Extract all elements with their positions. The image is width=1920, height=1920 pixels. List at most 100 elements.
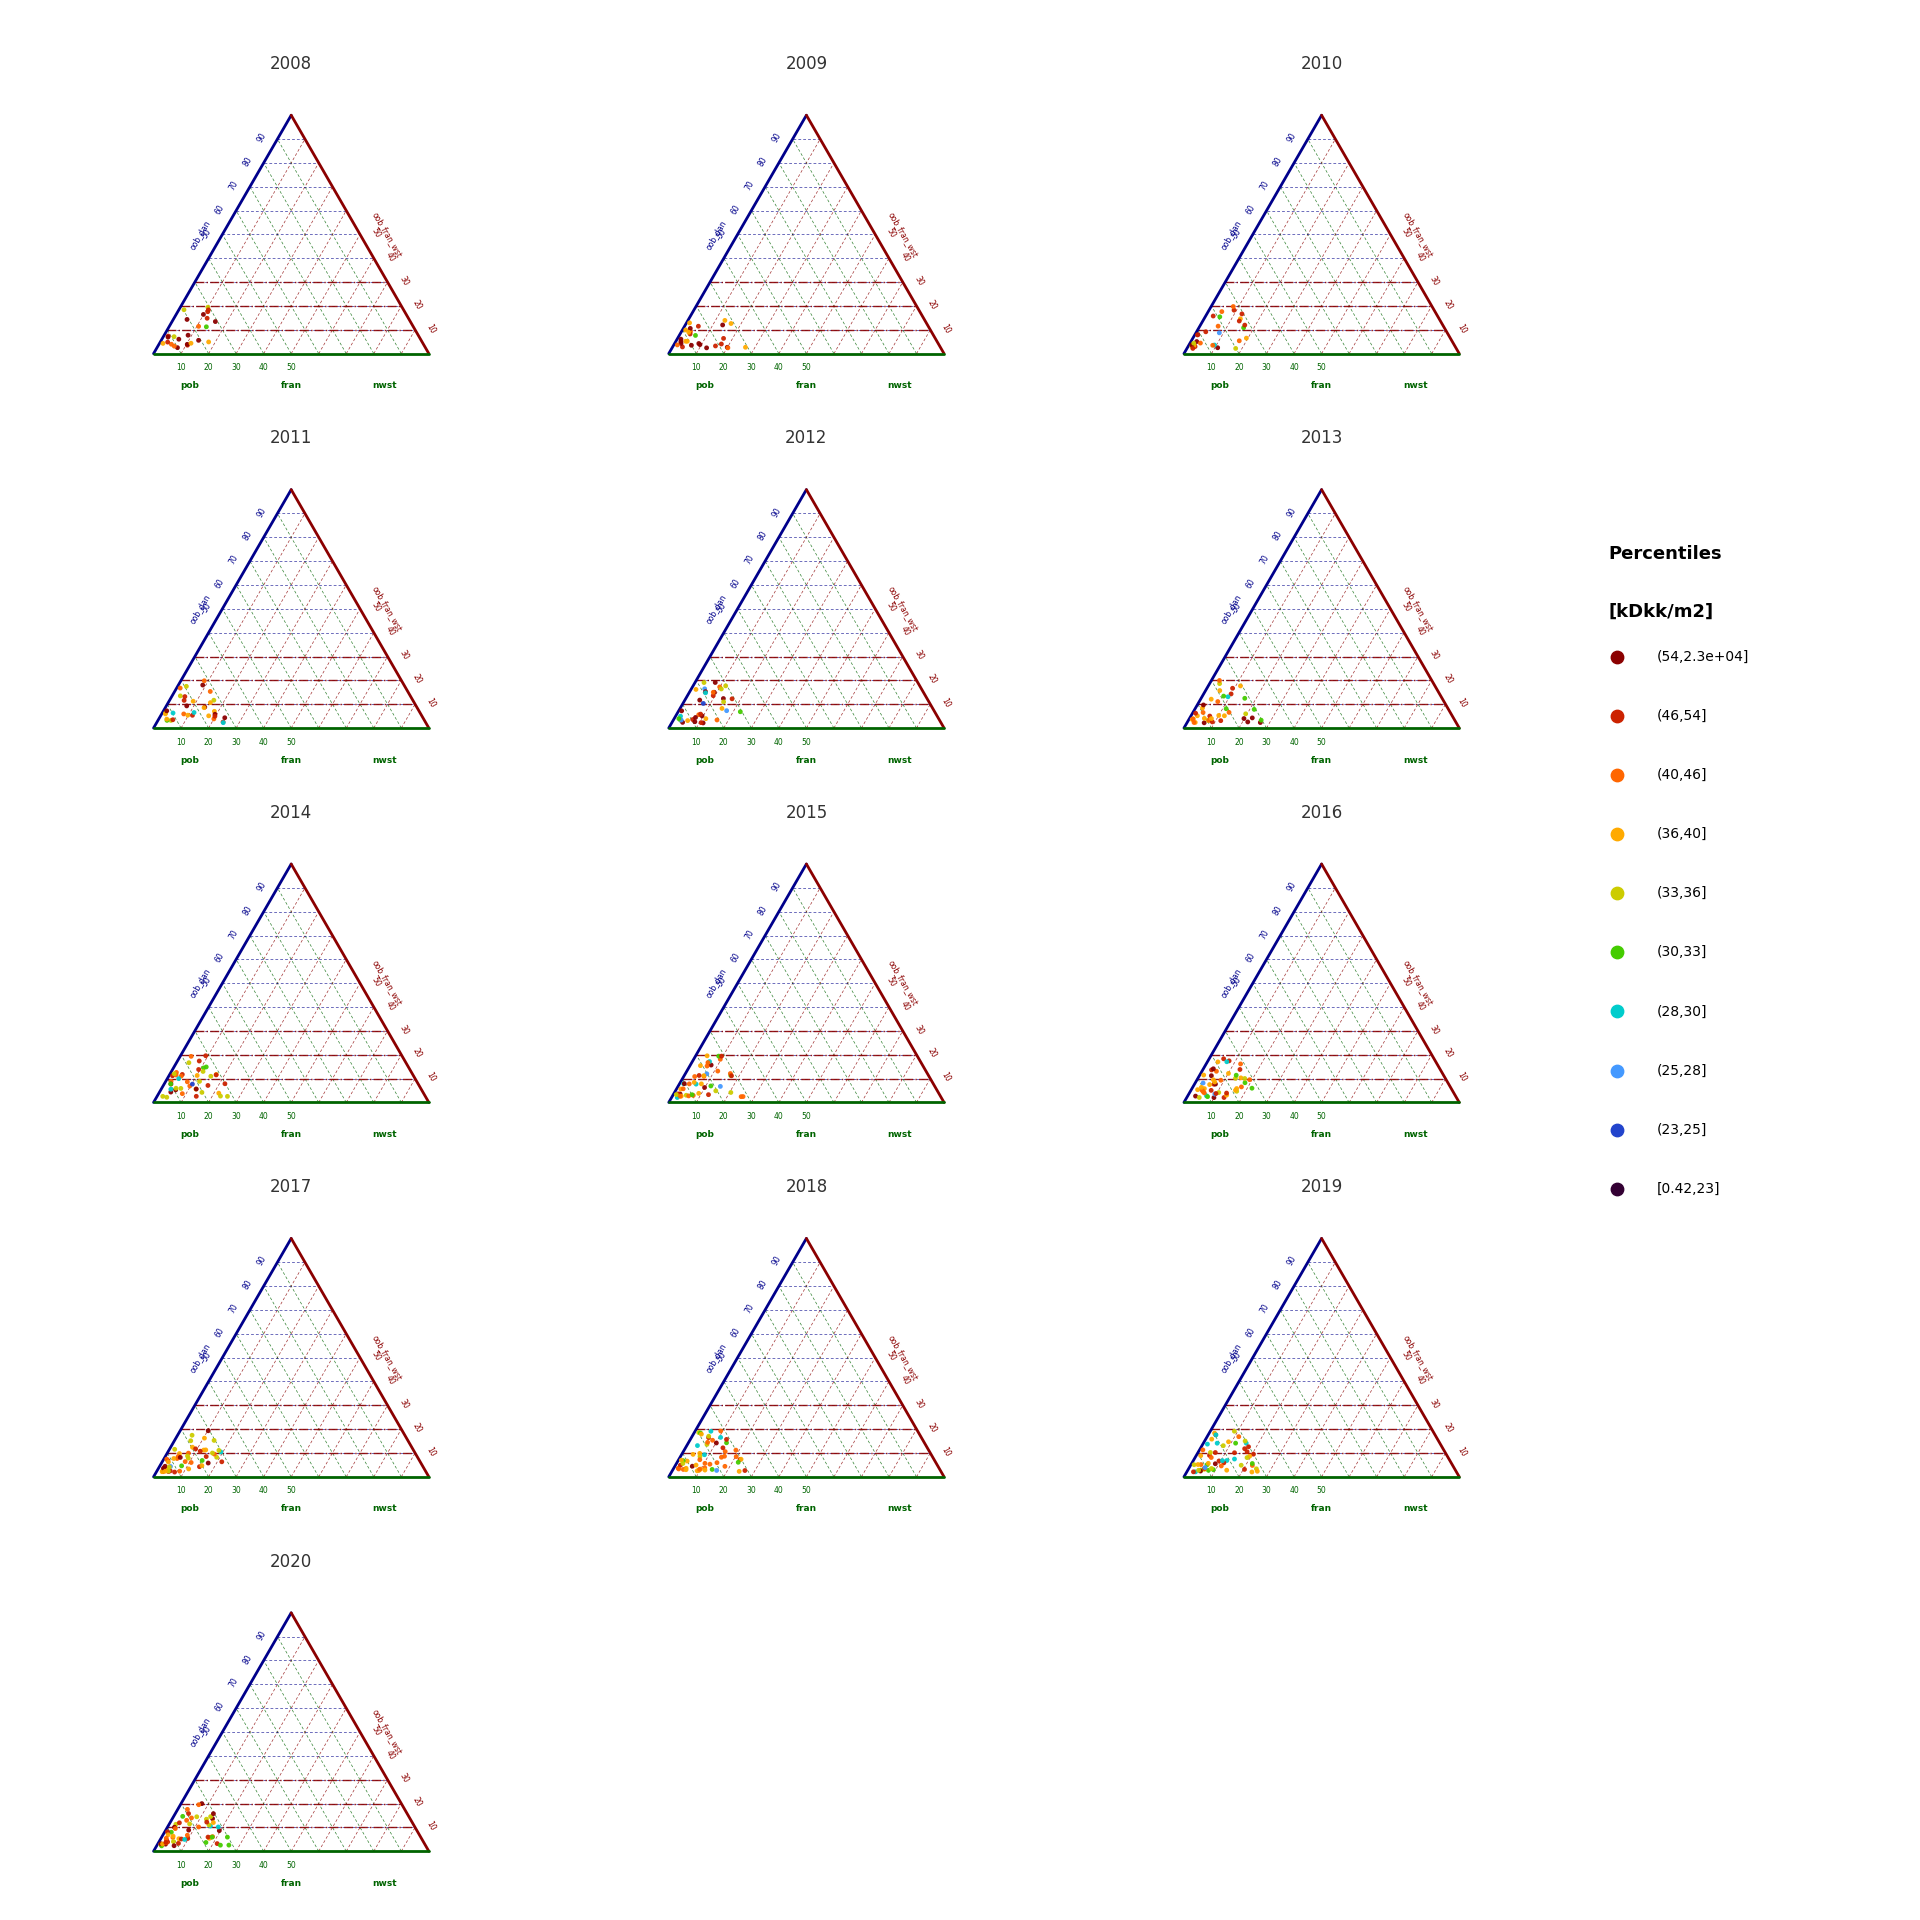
Point — [200, 701, 230, 732]
Point — [1246, 705, 1277, 735]
Point — [682, 1450, 712, 1480]
Point — [196, 1822, 227, 1853]
Text: oob_dan: oob_dan — [188, 1342, 213, 1375]
Text: 50: 50 — [371, 975, 382, 989]
Text: 20: 20 — [411, 298, 424, 311]
Text: 80: 80 — [242, 904, 253, 916]
Point — [171, 1805, 202, 1836]
Point — [188, 693, 219, 724]
Point — [1225, 303, 1256, 334]
Point — [672, 1446, 703, 1476]
Point — [156, 1069, 186, 1100]
Text: 50: 50 — [371, 1724, 382, 1738]
Point — [710, 1425, 741, 1455]
Point — [1206, 1452, 1236, 1482]
Text: fran: fran — [795, 756, 818, 764]
Point — [1185, 1455, 1215, 1486]
Point — [1221, 332, 1252, 363]
Point — [668, 1073, 699, 1104]
Point — [666, 705, 697, 735]
Point — [148, 1455, 179, 1486]
Point — [156, 1066, 186, 1096]
Text: 60: 60 — [730, 204, 741, 215]
Point — [678, 1438, 708, 1469]
Point — [163, 1064, 194, 1094]
Point — [691, 1050, 722, 1081]
Text: 80: 80 — [242, 156, 253, 167]
Point — [192, 292, 223, 323]
Text: 50: 50 — [286, 1860, 296, 1870]
Text: nwst: nwst — [1404, 1505, 1427, 1513]
Point — [730, 332, 760, 363]
Text: 90: 90 — [255, 1254, 267, 1267]
Point — [1221, 1073, 1252, 1104]
Text: fran: fran — [1311, 1131, 1332, 1139]
Point — [1185, 1440, 1215, 1471]
Point — [179, 685, 209, 716]
Text: 30: 30 — [397, 275, 409, 288]
Point — [152, 1444, 182, 1475]
Point — [152, 1453, 182, 1484]
Text: 90: 90 — [770, 505, 783, 518]
Point — [1233, 1436, 1263, 1467]
Text: [0.42,23]: [0.42,23] — [1657, 1183, 1720, 1196]
Text: 50: 50 — [885, 975, 897, 989]
Text: 60: 60 — [213, 952, 227, 964]
Text: fran: fran — [280, 1131, 301, 1139]
Text: 90: 90 — [255, 879, 267, 893]
Point — [182, 1812, 213, 1843]
Point — [684, 311, 714, 342]
Text: 10: 10 — [424, 1446, 438, 1457]
Point — [660, 1079, 691, 1110]
Point — [198, 685, 228, 716]
Point — [680, 1062, 710, 1092]
Point — [177, 701, 207, 732]
Text: 40: 40 — [384, 998, 396, 1012]
Text: 10: 10 — [424, 697, 438, 708]
Text: 30: 30 — [1428, 1398, 1440, 1411]
Point — [676, 330, 707, 361]
Text: 80: 80 — [756, 156, 770, 167]
Point — [705, 1415, 735, 1446]
Text: 10: 10 — [941, 1446, 952, 1457]
Text: oob_dan: oob_dan — [188, 219, 213, 252]
Point — [156, 328, 186, 359]
Text: 10: 10 — [691, 737, 701, 747]
Text: 50: 50 — [1231, 601, 1242, 614]
Point — [156, 705, 186, 735]
Point — [1219, 1415, 1250, 1446]
Point — [205, 1830, 236, 1860]
Point — [1215, 678, 1246, 708]
Point — [680, 707, 710, 737]
Point — [152, 1081, 182, 1112]
Point — [182, 324, 213, 355]
Point — [188, 1056, 219, 1087]
Text: (36,40]: (36,40] — [1657, 828, 1707, 841]
Text: pob: pob — [1210, 382, 1229, 390]
Text: fran: fran — [1311, 382, 1332, 390]
Point — [159, 330, 190, 361]
Point — [716, 1077, 747, 1108]
Point — [1188, 1077, 1219, 1108]
Point — [1233, 707, 1263, 737]
Text: 20: 20 — [718, 1486, 728, 1496]
Point — [173, 1793, 204, 1824]
Text: pob: pob — [695, 1131, 714, 1139]
Point — [664, 701, 695, 732]
Point — [695, 1071, 726, 1102]
Text: 20: 20 — [925, 1046, 939, 1060]
Point — [180, 1073, 211, 1104]
Point — [707, 309, 737, 340]
Text: fran: fran — [795, 382, 818, 390]
Point — [662, 1079, 693, 1110]
Text: 40: 40 — [1288, 1486, 1300, 1496]
Point — [1177, 330, 1208, 361]
Point — [194, 1811, 225, 1841]
Point — [173, 1820, 204, 1851]
Text: 40: 40 — [899, 250, 912, 263]
Text: (25,28]: (25,28] — [1657, 1064, 1707, 1077]
Text: 10: 10 — [1206, 1112, 1215, 1121]
Text: 2015: 2015 — [785, 804, 828, 822]
Text: 20: 20 — [411, 1046, 424, 1060]
Text: 70: 70 — [1258, 553, 1271, 566]
